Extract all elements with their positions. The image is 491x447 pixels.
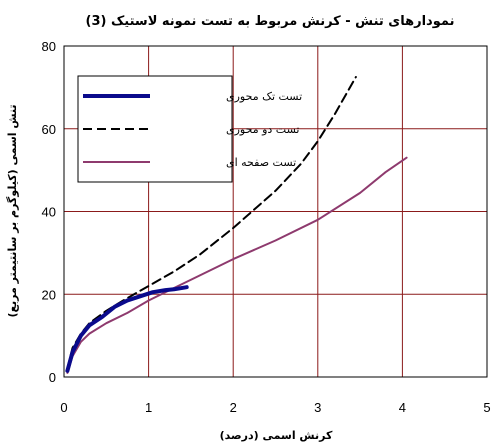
y-tick-label: 20	[42, 287, 56, 302]
legend-label: تست دو محوری	[226, 123, 299, 136]
series-line-0	[65, 285, 189, 373]
y-tick-label: 80	[42, 39, 56, 54]
chart-title: نمودارهای تنش - کرنش مربوط به تست نمونه …	[86, 14, 455, 29]
y-axis-label: تنش اسمی (کیلوگرم بر سانتیمتر مربع)	[6, 104, 19, 317]
legend-label: تست صفحه ای	[226, 156, 296, 169]
legend: تست تک محوری تست دو محوری تست صفحه ای	[77, 75, 302, 183]
x-tick-label: 2	[230, 400, 237, 415]
x-tick-label: 0	[60, 400, 67, 415]
x-tick-label: 5	[483, 400, 490, 415]
x-tick-label: 4	[399, 400, 406, 415]
legend-label: تست تک محوری	[226, 90, 302, 103]
tick-labels: 0 1 2 3 4 5 0 20 40 60 80	[42, 39, 491, 415]
y-tick-label: 40	[42, 205, 56, 220]
x-tick-label: 3	[314, 400, 321, 415]
x-axis-label: کرنش اسمی (درصد)	[220, 429, 333, 442]
plot-border	[63, 45, 488, 378]
y-tick-label: 60	[42, 122, 56, 137]
series-lines	[65, 76, 408, 374]
x-tick-label: 1	[145, 400, 152, 415]
y-tick-label: 0	[49, 370, 56, 385]
